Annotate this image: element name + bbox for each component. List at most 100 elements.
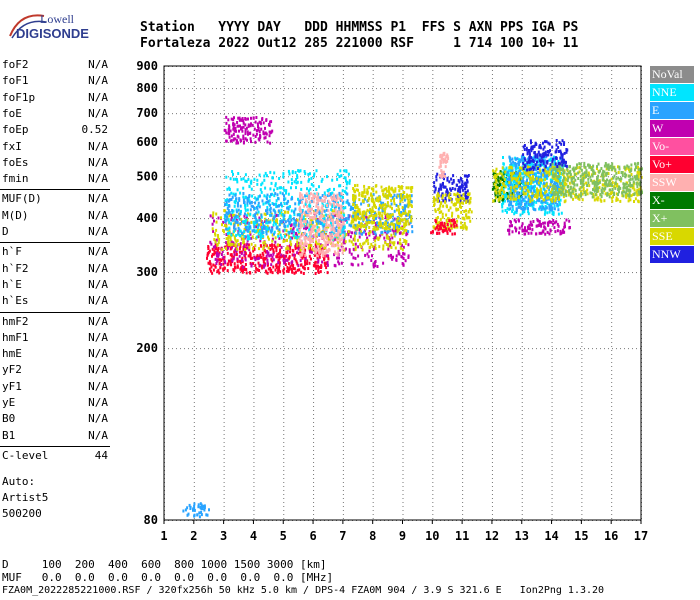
echo-point (460, 221, 463, 225)
echo-point (275, 264, 278, 268)
echo-point (378, 195, 381, 199)
echo-point (559, 171, 561, 175)
echo-point (247, 235, 250, 239)
echo-point (310, 244, 313, 247)
param-name: D (2, 225, 9, 238)
echo-point (564, 178, 567, 182)
echo-point (407, 222, 410, 226)
echo-point (577, 171, 580, 175)
echo-point (557, 166, 560, 170)
echo-point (308, 244, 310, 248)
echo-point (305, 227, 308, 231)
echo-point (377, 225, 380, 228)
param-name: hmF2 (2, 314, 29, 328)
echo-point (572, 186, 575, 190)
echo-point (507, 195, 510, 199)
echo-point (352, 195, 355, 199)
echo-point (260, 215, 263, 219)
echo-point (380, 204, 383, 208)
echo-point (502, 201, 504, 205)
param-value: N/A (88, 245, 108, 259)
echo-point (276, 187, 279, 191)
echo-point (442, 227, 445, 231)
echo-point (513, 218, 516, 222)
echo-point (341, 248, 344, 252)
echo-point (345, 200, 348, 204)
echo-point (218, 261, 221, 265)
echo-point (517, 205, 520, 209)
echo-point (257, 128, 260, 132)
echo-point (295, 221, 297, 225)
echo-point (401, 248, 404, 252)
echo-point (292, 217, 295, 221)
echo-point (345, 217, 348, 221)
echo-point (563, 221, 566, 225)
echo-point (282, 218, 285, 222)
echo-point (269, 206, 272, 210)
echo-point (283, 202, 286, 206)
echo-point (542, 161, 545, 165)
echo-point (336, 196, 339, 200)
echo-point (398, 213, 401, 217)
echo-point (264, 220, 267, 223)
echo-point (366, 236, 369, 240)
echo-point (229, 243, 232, 247)
param-value: N/A (88, 172, 108, 186)
echo-point (439, 225, 441, 229)
echo-point (358, 208, 361, 212)
echo-point (211, 222, 214, 226)
param-value: N/A (88, 347, 108, 361)
param-separator (0, 311, 110, 313)
echo-point (228, 204, 231, 208)
echo-point (569, 165, 571, 169)
echo-point (332, 227, 335, 231)
echo-point (213, 238, 216, 241)
echo-point (604, 182, 606, 186)
echo-point (399, 242, 402, 246)
echo-point (303, 211, 306, 215)
echo-point (247, 124, 250, 128)
echo-point (507, 173, 510, 177)
echo-point (323, 231, 326, 234)
param-name: yE (2, 396, 16, 409)
echo-point (579, 162, 582, 166)
echo-point (520, 202, 523, 206)
echo-point (266, 193, 269, 197)
echo-point (311, 228, 313, 232)
echo-point (535, 177, 538, 181)
echo-point (580, 185, 583, 189)
echo-point (291, 260, 294, 264)
echo-point (269, 170, 272, 174)
echo-point (326, 194, 329, 198)
echo-point (338, 175, 341, 179)
echo-point (536, 171, 539, 175)
echo-point (337, 219, 339, 223)
echo-point (254, 270, 257, 274)
echo-point (312, 196, 315, 200)
echo-point (319, 244, 322, 248)
echo-point (324, 246, 327, 250)
echo-point (250, 140, 252, 144)
echo-point (530, 177, 533, 181)
echo-point (532, 203, 535, 207)
echo-point (382, 244, 385, 248)
echo-point (294, 171, 297, 174)
echo-point (354, 211, 357, 215)
echo-point (272, 258, 275, 262)
echo-point (316, 210, 319, 214)
echo-point (459, 177, 462, 180)
echo-point (372, 187, 375, 191)
echo-point (327, 189, 330, 193)
echo-point (451, 214, 453, 218)
echo-point (257, 232, 260, 236)
echo-point (582, 183, 585, 187)
echo-point (278, 266, 281, 270)
echo-point (269, 120, 271, 124)
echo-point (265, 132, 268, 136)
echo-point (623, 165, 626, 169)
echo-point (217, 268, 220, 272)
echo-point (235, 141, 238, 145)
echo-point (462, 192, 465, 196)
echo-point (607, 167, 610, 171)
echo-point (373, 261, 376, 264)
